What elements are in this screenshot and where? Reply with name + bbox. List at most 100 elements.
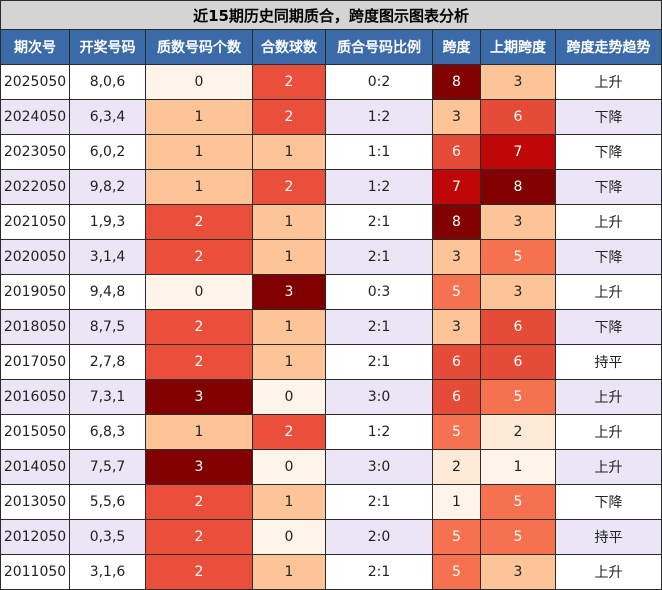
table-row: 2011050 3,1,6 2 1 2:1 5 3 上升 bbox=[0, 554, 662, 590]
ratio-cell: 2:1 bbox=[325, 484, 433, 520]
prime-count-cell: 1 bbox=[145, 134, 253, 170]
span-cell: 5 bbox=[432, 519, 481, 555]
table-row: 2020050 3,1,4 2 1 2:1 3 5 下降 bbox=[0, 239, 662, 275]
trend-cell: 上升 bbox=[554, 379, 662, 415]
prime-count-cell: 2 bbox=[145, 204, 253, 240]
issue-cell: 2020050 bbox=[0, 239, 70, 275]
numbers-cell: 7,3,1 bbox=[69, 379, 146, 415]
numbers-cell: 8,0,6 bbox=[69, 64, 146, 100]
table-row: 2019050 9,4,8 0 3 0:3 5 3 上升 bbox=[0, 274, 662, 310]
span-cell: 6 bbox=[432, 379, 481, 415]
trend-cell: 持平 bbox=[554, 344, 662, 380]
prev-span-header: 上期跨度 bbox=[480, 29, 556, 65]
numbers-cell: 8,7,5 bbox=[69, 309, 146, 345]
prev-span-cell: 8 bbox=[480, 169, 556, 205]
composite-count-cell: 1 bbox=[252, 554, 326, 590]
prev-span-cell: 5 bbox=[480, 239, 556, 275]
composite-count-cell: 2 bbox=[252, 99, 326, 135]
trend-cell: 上升 bbox=[554, 449, 662, 485]
ratio-cell: 2:1 bbox=[325, 239, 433, 275]
composite-count-cell: 0 bbox=[252, 449, 326, 485]
numbers-header: 开奖号码 bbox=[69, 29, 146, 65]
trend-cell: 上升 bbox=[554, 274, 662, 310]
prime-count-cell: 1 bbox=[145, 414, 253, 450]
composite-count-cell: 2 bbox=[252, 414, 326, 450]
issue-cell: 2019050 bbox=[0, 274, 70, 310]
composite-count-cell: 1 bbox=[252, 239, 326, 275]
prev-span-cell: 3 bbox=[480, 204, 556, 240]
span-cell: 5 bbox=[432, 414, 481, 450]
composite-count-header: 合数球数 bbox=[252, 29, 326, 65]
span-header: 跨度 bbox=[432, 29, 481, 65]
trend-header: 跨度走势趋势 bbox=[554, 29, 662, 65]
ratio-cell: 1:2 bbox=[325, 414, 433, 450]
prev-span-cell: 6 bbox=[480, 344, 556, 380]
numbers-cell: 3,1,4 bbox=[69, 239, 146, 275]
composite-count-cell: 0 bbox=[252, 519, 326, 555]
ratio-cell: 3:0 bbox=[325, 379, 433, 415]
numbers-cell: 7,5,7 bbox=[69, 449, 146, 485]
issue-cell: 2014050 bbox=[0, 449, 70, 485]
trend-cell: 下降 bbox=[554, 239, 662, 275]
prime-count-cell: 1 bbox=[145, 169, 253, 205]
numbers-cell: 1,9,3 bbox=[69, 204, 146, 240]
prev-span-cell: 2 bbox=[480, 414, 556, 450]
issue-cell: 2011050 bbox=[0, 554, 70, 590]
ratio-cell: 1:2 bbox=[325, 99, 433, 135]
ratio-cell: 2:1 bbox=[325, 204, 433, 240]
ratio-cell: 0:3 bbox=[325, 274, 433, 310]
trend-cell: 下降 bbox=[554, 134, 662, 170]
ratio-cell: 2:1 bbox=[325, 344, 433, 380]
issue-cell: 2021050 bbox=[0, 204, 70, 240]
span-cell: 3 bbox=[432, 239, 481, 275]
ratio-header: 质合号码比例 bbox=[325, 29, 433, 65]
numbers-cell: 2,7,8 bbox=[69, 344, 146, 380]
span-cell: 3 bbox=[432, 99, 481, 135]
table-row: 2014050 7,5,7 3 0 3:0 2 1 上升 bbox=[0, 449, 662, 485]
span-cell: 3 bbox=[432, 309, 481, 345]
table-body: 2025050 8,0,6 0 2 0:2 8 3 上升 2024050 6,3,4 1 2 1:2 3 6… bbox=[0, 64, 662, 590]
numbers-cell: 0,3,5 bbox=[69, 519, 146, 555]
prev-span-cell: 6 bbox=[480, 99, 556, 135]
numbers-cell: 9,4,8 bbox=[69, 274, 146, 310]
prev-span-cell: 3 bbox=[480, 64, 556, 100]
prime-count-cell: 2 bbox=[145, 344, 253, 380]
prime-count-cell: 1 bbox=[145, 99, 253, 135]
ratio-cell: 2:1 bbox=[325, 309, 433, 345]
table-title: 近15期历史同期质合，跨度图示图表分析 bbox=[0, 0, 662, 30]
ratio-cell: 0:2 bbox=[325, 64, 433, 100]
ratio-cell: 2:0 bbox=[325, 519, 433, 555]
issue-cell: 2015050 bbox=[0, 414, 70, 450]
composite-count-cell: 1 bbox=[252, 484, 326, 520]
composite-count-cell: 1 bbox=[252, 134, 326, 170]
prev-span-cell: 5 bbox=[480, 519, 556, 555]
ratio-cell: 2:1 bbox=[325, 554, 433, 590]
issue-cell: 2016050 bbox=[0, 379, 70, 415]
prime-count-cell: 2 bbox=[145, 484, 253, 520]
issue-cell: 2012050 bbox=[0, 519, 70, 555]
span-cell: 7 bbox=[432, 169, 481, 205]
trend-cell: 上升 bbox=[554, 64, 662, 100]
table-row: 2025050 8,0,6 0 2 0:2 8 3 上升 bbox=[0, 64, 662, 100]
ratio-cell: 1:1 bbox=[325, 134, 433, 170]
trend-cell: 下降 bbox=[554, 309, 662, 345]
table-row: 2015050 6,8,3 1 2 1:2 5 2 上升 bbox=[0, 414, 662, 450]
trend-cell: 持平 bbox=[554, 519, 662, 555]
prev-span-cell: 6 bbox=[480, 309, 556, 345]
prev-span-cell: 3 bbox=[480, 274, 556, 310]
table-row: 2018050 8,7,5 2 1 2:1 3 6 下降 bbox=[0, 309, 662, 345]
numbers-cell: 6,0,2 bbox=[69, 134, 146, 170]
composite-count-cell: 1 bbox=[252, 344, 326, 380]
composite-count-cell: 1 bbox=[252, 204, 326, 240]
prime-count-cell: 2 bbox=[145, 239, 253, 275]
prime-count-cell: 2 bbox=[145, 554, 253, 590]
span-cell: 1 bbox=[432, 484, 481, 520]
prime-count-cell: 0 bbox=[145, 64, 253, 100]
trend-cell: 上升 bbox=[554, 204, 662, 240]
trend-cell: 上升 bbox=[554, 554, 662, 590]
issue-cell: 2024050 bbox=[0, 99, 70, 135]
table-row: 2024050 6,3,4 1 2 1:2 3 6 下降 bbox=[0, 99, 662, 135]
table-row: 2017050 2,7,8 2 1 2:1 6 6 持平 bbox=[0, 344, 662, 380]
prev-span-cell: 5 bbox=[480, 379, 556, 415]
